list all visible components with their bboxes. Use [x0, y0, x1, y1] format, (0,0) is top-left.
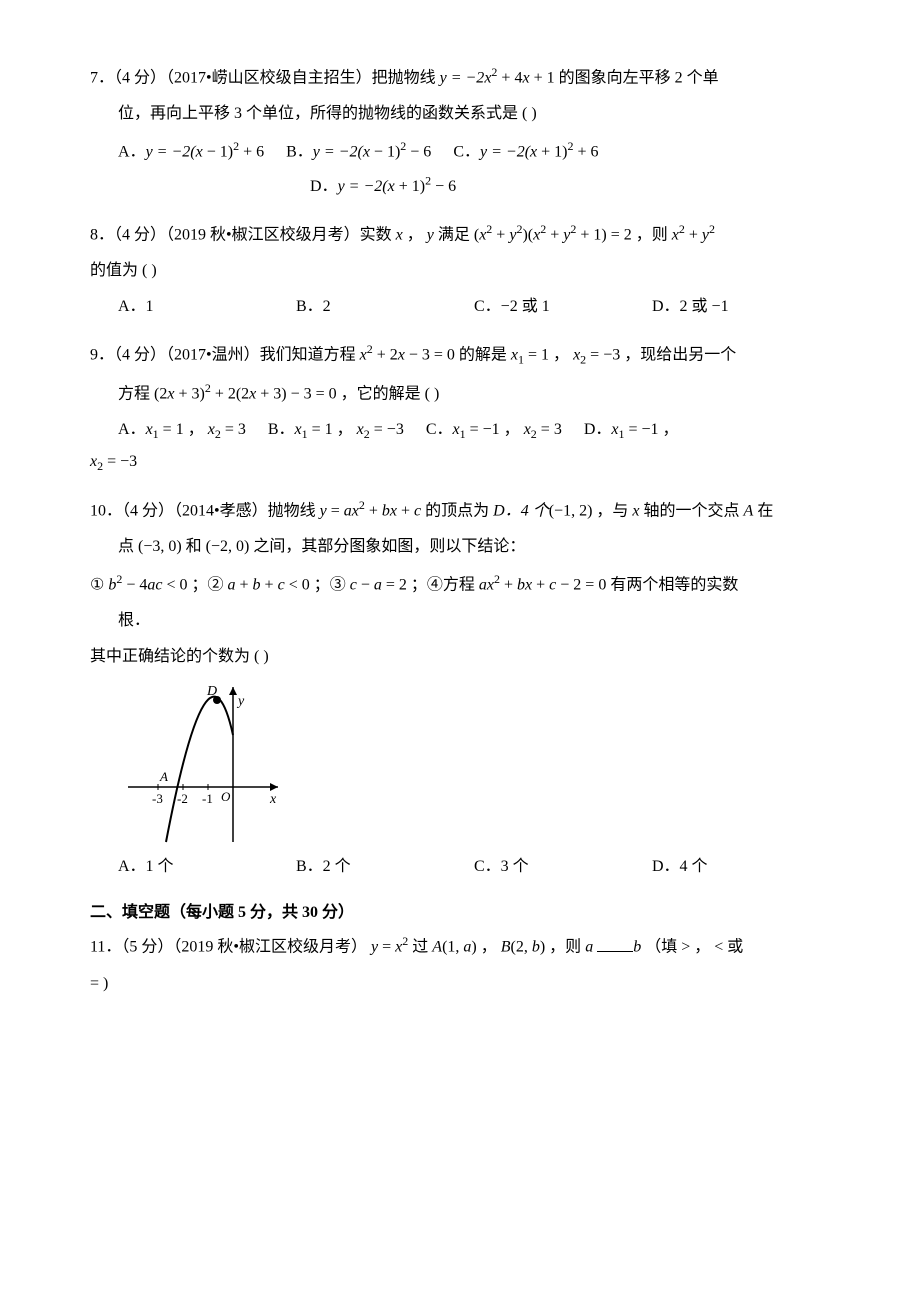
q8-option-a[interactable]: A．1	[118, 291, 296, 323]
q7-option-d[interactable]: D．y = −2(x + 1)2 − 6	[310, 178, 456, 195]
q10-option-d[interactable]: D．4 个	[652, 851, 830, 883]
q11-line2: = )	[90, 968, 830, 1000]
var-x: x	[522, 69, 529, 86]
label-o: O	[221, 789, 231, 804]
q7-mid: + 4	[497, 69, 522, 86]
q9-options: A．x1 = 1 ， x2 = 3 B．x1 = 1 ， x2 = −3 C．x…	[90, 414, 830, 446]
q9-line1: 9．（4 分）（2017•温州）我们知道方程 x2 + 2x − 3 = 0 的…	[90, 337, 830, 372]
q9-line2: 方程 (2x + 3)2 + 2(2x + 3) − 3 = 0 ，它的解是 (…	[90, 376, 830, 410]
fig-bg	[118, 677, 288, 847]
fill-blank[interactable]	[597, 933, 633, 952]
q9-option-b[interactable]: B．x1 = 1 ， x2 = −3	[268, 414, 404, 446]
question-11: 11．（5 分）（2019 秋•椒江区校级月考） y = x2 过 A(1, a…	[90, 929, 830, 999]
q7-options-row1: A．y = −2(x − 1)2 + 6 B．y = −2(x − 1)2 − …	[90, 134, 830, 168]
q8-line2: 的值为 ( )	[90, 255, 830, 287]
q8-option-d[interactable]: D．2 或 −1	[652, 291, 830, 323]
q10-line1: 10．（4 分）（2014•孝感）抛物线 y = ax2 + bx + c 的顶…	[90, 493, 830, 527]
question-7: 7．（4 分）（2017•崂山区校级自主招生）把抛物线 y = −2x2 + 4…	[90, 60, 830, 203]
q9-option-a[interactable]: A．x1 = 1 ， x2 = 3	[118, 414, 246, 446]
q10-figure: -3 -2 -1 D y x A O	[118, 677, 288, 847]
label-x: x	[269, 792, 277, 807]
label-a: A	[159, 769, 168, 784]
var-y: y = −2	[440, 69, 485, 86]
q8-option-b[interactable]: B．2	[296, 291, 474, 323]
tick-label-neg1: -1	[202, 791, 213, 806]
q7-options-row2: D．y = −2(x + 1)2 − 6	[90, 169, 830, 203]
q10-line4: 根．	[90, 605, 830, 637]
q9-option-d[interactable]: D．x1 = −1 ，	[584, 414, 679, 446]
label-y: y	[236, 694, 245, 709]
q7-option-b[interactable]: B．y = −2(x − 1)2 − 6	[286, 134, 431, 168]
q10-option-c[interactable]: C．3 个	[474, 851, 652, 883]
q7-option-c[interactable]: C．y = −2(x + 1)2 + 6	[453, 134, 598, 168]
q10-option-a[interactable]: A．1 个	[118, 851, 296, 883]
q10-line2: 点 (−3, 0) 和 (−2, 0) 之间，其部分图象如图，则以下结论：	[90, 531, 830, 563]
tick-label-neg2: -2	[177, 791, 188, 806]
q7-line2: 位，再向上平移 3 个单位，所得的抛物线的函数关系式是 ( )	[90, 98, 830, 130]
q9-option-c[interactable]: C．x1 = −1 ， x2 = 3	[426, 414, 562, 446]
q7-stem-a: 7．（4 分）（2017•崂山区校级自主招生）把抛物线	[90, 69, 440, 86]
q8-option-c[interactable]: C．−2 或 1	[474, 291, 652, 323]
question-10: 10．（4 分）（2014•孝感）抛物线 y = ax2 + bx + c 的顶…	[90, 493, 830, 884]
q10-option-b[interactable]: B．2 个	[296, 851, 474, 883]
q8-options: A．1 B．2 C．−2 或 1 D．2 或 −1	[90, 291, 830, 323]
q10-statements: ① b2 − 4ac < 0 ；② a + b + c < 0 ；③ c − a…	[90, 567, 830, 601]
q7-line1: 7．（4 分）（2017•崂山区校级自主招生）把抛物线 y = −2x2 + 4…	[90, 60, 830, 94]
question-8: 8．（4 分）（2019 秋•椒江区校级月考）实数 x ， y 满足 (x2 +…	[90, 217, 830, 323]
q8-line1: 8．（4 分）（2019 秋•椒江区校级月考）实数 x ， y 满足 (x2 +…	[90, 217, 830, 251]
section-2-heading: 二、填空题（每小题 5 分，共 30 分）	[90, 897, 830, 929]
q10-options: A．1 个 B．2 个 C．3 个 D．4 个	[90, 851, 830, 883]
tick-label-neg3: -3	[152, 791, 163, 806]
label-d: D	[206, 684, 217, 699]
q10-line5: 其中正确结论的个数为 ( )	[90, 641, 830, 673]
q7-option-a[interactable]: A．y = −2(x − 1)2 + 6	[118, 134, 264, 168]
question-9: 9．（4 分）（2017•温州）我们知道方程 x2 + 2x − 3 = 0 的…	[90, 337, 830, 478]
q9-cont: x2 = −3	[90, 446, 830, 478]
q7-post: + 1 的图象向左平移 2 个单	[530, 69, 719, 86]
q11-line1: 11．（5 分）（2019 秋•椒江区校级月考） y = x2 过 A(1, a…	[90, 929, 830, 963]
